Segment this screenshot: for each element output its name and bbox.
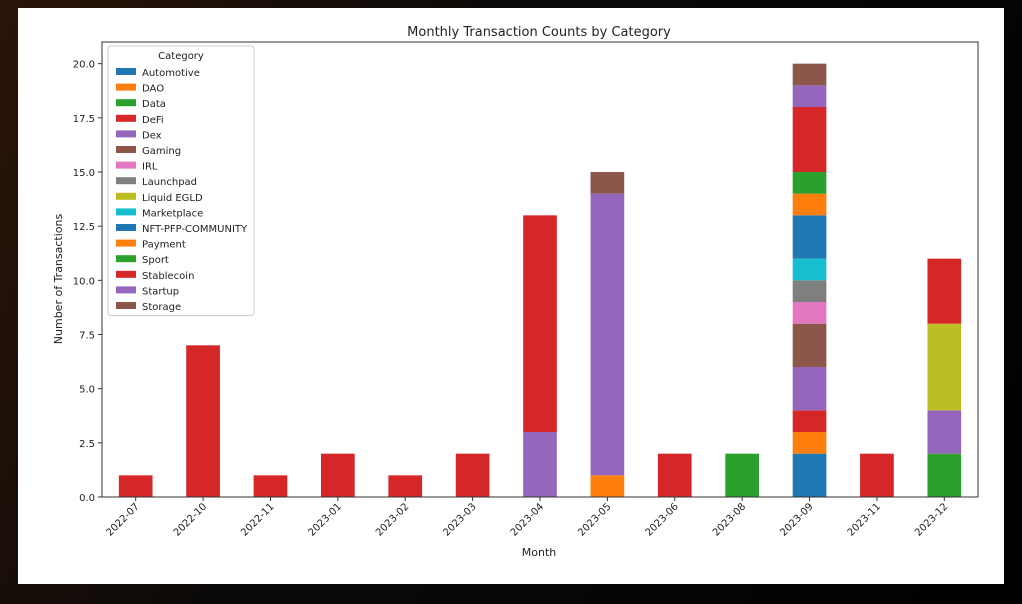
x-tick-label: 2022-11 [239, 501, 276, 538]
legend-swatch [116, 302, 136, 309]
bar-2023-08-data [725, 454, 759, 497]
y-tick-label: 17.5 [73, 114, 95, 125]
x-tick-label: 2023-08 [711, 501, 748, 538]
legend-label: DAO [142, 84, 164, 95]
x-tick-label: 2023-04 [509, 501, 546, 538]
legend-label: NFT-PFP-COMMUNITY [142, 224, 248, 235]
bar-2023-09-storage [793, 64, 827, 86]
legend-swatch [116, 271, 136, 278]
bar-2023-09-dex [793, 367, 827, 410]
bar-2022-10-defi [186, 345, 220, 497]
legend-swatch [116, 84, 136, 91]
legend-swatch [116, 255, 136, 262]
legend-label: DeFi [142, 115, 164, 126]
bar-2023-05-startup [591, 194, 625, 237]
legend-swatch [116, 224, 136, 231]
legend-swatch [116, 286, 136, 293]
x-tick-label: 2023-11 [846, 501, 883, 538]
legend-swatch [116, 162, 136, 169]
bar-2023-09-launchpad [793, 280, 827, 302]
bar-2023-12-stablecoin [927, 259, 961, 324]
legend-label: Startup [142, 286, 179, 297]
legend-label: IRL [142, 162, 158, 173]
legend-label: Launchpad [142, 177, 197, 188]
bar-2023-02-defi [388, 475, 422, 497]
legend-label: Marketplace [142, 208, 203, 219]
chart-svg: Monthly Transaction Counts by Category 0… [18, 8, 1004, 584]
bar-2023-12-liquid-egld [927, 324, 961, 411]
x-tick-label: 2023-06 [644, 501, 681, 538]
x-tick-label: 2023-01 [307, 501, 344, 538]
y-tick-label: 15.0 [73, 168, 95, 179]
x-tick-label: 2022-10 [172, 501, 209, 538]
bar-2023-12-dex [927, 410, 961, 453]
legend-label: Payment [142, 240, 186, 251]
legend-swatch [116, 68, 136, 75]
bar-2023-09-irl [793, 302, 827, 324]
legend-swatch [116, 193, 136, 200]
bar-2023-01-defi [321, 454, 355, 497]
bar-2022-11-defi [254, 475, 288, 497]
y-axis-label: Number of Transactions [52, 214, 65, 345]
legend-swatch [116, 208, 136, 215]
bar-2023-05-dex [591, 237, 625, 475]
chart-panel: Monthly Transaction Counts by Category 0… [18, 8, 1004, 584]
x-tick-label: 2022-07 [104, 501, 141, 538]
bar-2023-12-data [927, 454, 961, 497]
bar-2023-05-storage [591, 172, 625, 194]
y-tick-label: 12.5 [73, 222, 95, 233]
bar-2023-11-defi [860, 454, 894, 497]
bar-2022-07-defi [119, 475, 153, 497]
legend: Category Automotive DAO Data DeFi Dex Gaming IR… [108, 46, 254, 316]
legend-swatch [116, 115, 136, 122]
y-tick-label: 10.0 [73, 276, 95, 287]
bar-2023-06-defi [658, 454, 692, 497]
bar-2023-09-defi [793, 410, 827, 432]
y-tick-label: 2.5 [79, 439, 95, 450]
x-axis: 2022-07 2022-10 2022-11 2023-01 2023-02 2023-… [104, 497, 950, 539]
chart-title: Monthly Transaction Counts by Category [407, 25, 671, 40]
bar-2023-09-sport [793, 172, 827, 194]
x-axis-label: Month [522, 546, 557, 559]
bar-2023-09-startup [793, 85, 827, 107]
legend-label: Liquid EGLD [142, 193, 203, 204]
y-tick-label: 0.0 [79, 493, 95, 504]
bar-2023-09-dao [793, 432, 827, 454]
y-tick-label: 5.0 [79, 385, 95, 396]
x-tick-label: 2023-05 [576, 501, 613, 538]
bar-2023-04-dex [523, 432, 557, 497]
x-tick-label: 2023-02 [374, 501, 411, 538]
bar-2023-09-marketplace [793, 259, 827, 281]
legend-label: Data [142, 99, 166, 110]
legend-swatch [116, 177, 136, 184]
legend-title: Category [158, 51, 204, 62]
legend-label: Automotive [142, 68, 200, 79]
bar-2023-09-automotive [793, 454, 827, 497]
legend-swatch [116, 146, 136, 153]
legend-label: Gaming [142, 146, 181, 157]
legend-label: Storage [142, 302, 181, 313]
legend-label: Stablecoin [142, 271, 194, 282]
x-tick-label: 2023-09 [778, 501, 815, 538]
legend-swatch [116, 99, 136, 106]
legend-label: Dex [142, 130, 162, 141]
bar-2023-09-stablecoin [793, 107, 827, 172]
y-axis: 0.0 2.5 5.0 7.5 10.0 12.5 15.0 17.5 20.0 [73, 60, 102, 504]
x-tick-label: 2023-03 [441, 501, 478, 538]
legend-swatch [116, 240, 136, 247]
y-tick-label: 7.5 [79, 331, 95, 342]
bar-2023-04-stablecoin [523, 215, 557, 432]
bar-2023-05-dao [591, 475, 625, 497]
legend-swatch [116, 130, 136, 137]
x-tick-label: 2023-12 [913, 501, 950, 538]
legend-label: Sport [142, 255, 169, 266]
bar-2023-03-defi [456, 454, 490, 497]
y-tick-label: 20.0 [73, 60, 95, 71]
bar-2023-09-payment [793, 194, 827, 216]
bar-2023-09-nft-pfp-community [793, 215, 827, 258]
bar-2023-09-gaming [793, 324, 827, 367]
